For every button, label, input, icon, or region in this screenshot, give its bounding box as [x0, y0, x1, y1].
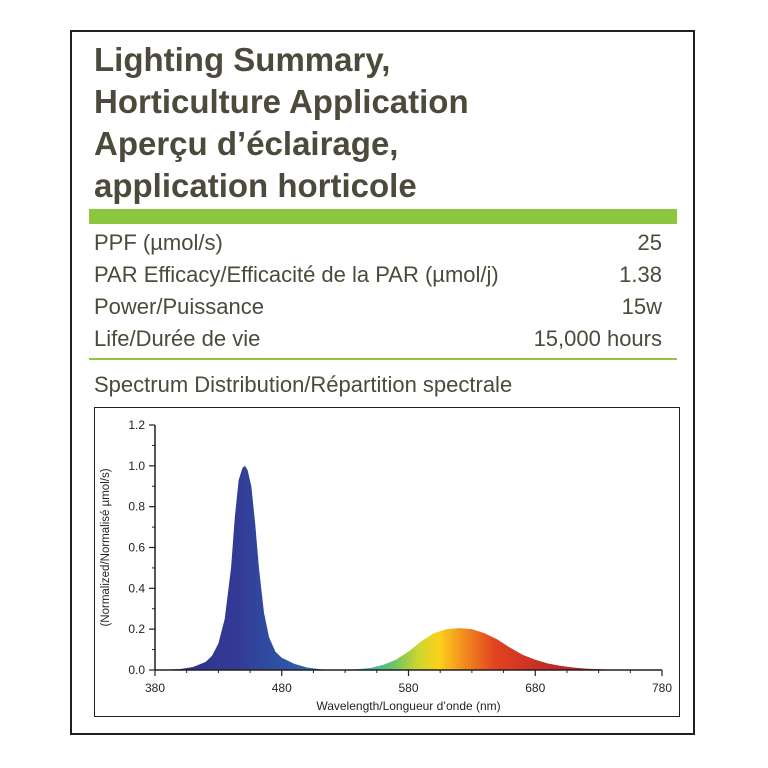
spec-value: 15,000 hours: [533, 326, 662, 351]
spec-value: 1.38: [619, 262, 662, 287]
x-tick-label: 480: [272, 681, 292, 695]
title-line-4: application horticole: [94, 167, 417, 204]
spec-row-power: Power/Puissance 15w: [94, 292, 662, 322]
spec-row-par-efficacy: PAR Efficacy/Efficacité de la PAR (µmol/…: [94, 260, 662, 290]
spec-row-life: Life/Durée de vie 15,000 hours: [94, 324, 662, 354]
y-axis-label: (Normalized/Normalisé µmol/s): [100, 468, 112, 626]
title-line-3: Aperçu d’éclairage,: [94, 125, 399, 162]
y-tick-label: 0.0: [128, 663, 145, 677]
spec-label: PAR Efficacy/Efficacité de la PAR (µmol/…: [94, 262, 499, 287]
spec-label: Life/Durée de vie: [94, 326, 261, 351]
title-line-1: Lighting Summary,: [94, 41, 391, 78]
x-tick-label: 680: [525, 681, 545, 695]
lighting-summary-card: Lighting Summary, Horticulture Applicati…: [70, 30, 695, 735]
accent-bar: [89, 209, 677, 224]
x-tick-label: 380: [145, 681, 165, 695]
y-tick-label: 0.8: [128, 500, 145, 514]
x-tick-label: 780: [652, 681, 672, 695]
spectrum-chart-frame: (Normalized/Normalisé µmol/s) Wavelength…: [94, 407, 680, 717]
title-line-2: Horticulture Application: [94, 83, 469, 120]
spec-value: 25: [637, 230, 662, 255]
spec-label: Power/Puissance: [94, 294, 264, 319]
spectrum-chart: (Normalized/Normalisé µmol/s) Wavelength…: [100, 418, 672, 713]
y-tick-label: 0.6: [128, 541, 145, 555]
x-axis-label: Wavelength/Longueur d’onde (nm): [316, 699, 500, 713]
y-tick-label: 0.4: [128, 581, 145, 595]
section-divider: [89, 358, 677, 360]
spectrum-area: [155, 465, 662, 670]
spec-row-ppf: PPF (µmol/s) 25: [94, 228, 662, 258]
chart-axes: 0.0 0.2 0.4 0.6 0.8 1.0 1.2 380 480 580 680 780: [128, 418, 672, 695]
spec-label: PPF (µmol/s): [94, 230, 223, 255]
y-tick-label: 0.2: [128, 622, 145, 636]
spectrum-title: Spectrum Distribution/Répartition spectr…: [94, 372, 513, 397]
y-tick-label: 1.2: [128, 418, 145, 432]
y-tick-label: 1.0: [128, 459, 145, 473]
x-tick-label: 580: [398, 681, 418, 695]
spec-value: 15w: [621, 294, 662, 319]
